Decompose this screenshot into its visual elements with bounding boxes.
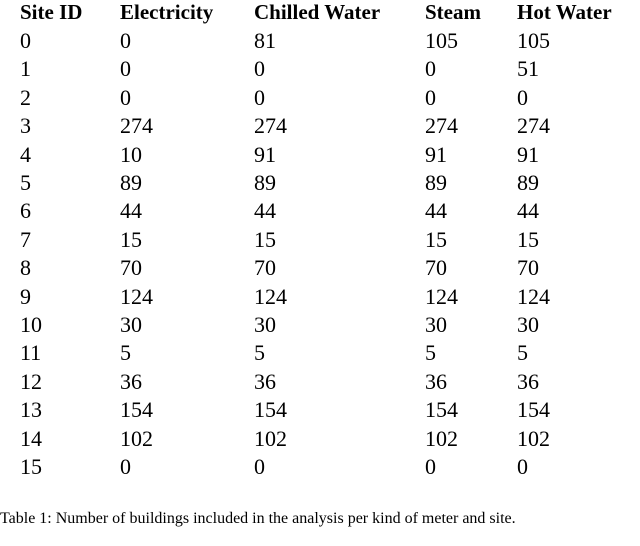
table-cell: 274	[517, 113, 550, 139]
table-cell: 105	[425, 28, 458, 53]
table-cell: 7	[20, 226, 31, 252]
table-caption: Table 1: Number of buildings included in…	[0, 510, 516, 527]
table-cell: 3	[20, 113, 31, 139]
table-cell: 36	[425, 368, 447, 394]
table-cell: 154	[120, 397, 153, 423]
table-cell: 5	[425, 340, 436, 366]
table-cell: 15	[517, 226, 539, 252]
table-cell: 10	[20, 312, 42, 337]
table-cell: 91	[425, 141, 447, 167]
table-cell: 91	[517, 141, 539, 167]
table-cell: 0	[120, 56, 131, 82]
table-cell: 9	[20, 283, 31, 309]
table-cell: 0	[425, 56, 436, 82]
table-cell: 30	[120, 312, 142, 337]
table-cell: 36	[120, 368, 142, 394]
table-cell: 30	[254, 312, 276, 337]
table-cell: 14	[20, 425, 42, 451]
table-cell: 70	[517, 255, 539, 281]
header-cell: Electricity	[120, 0, 214, 24]
table-cell: 124	[517, 283, 550, 309]
table-cell: 154	[254, 397, 287, 423]
table-cell: 102	[517, 425, 550, 451]
table-cell: 89	[425, 170, 447, 195]
table-cell: 70	[425, 255, 447, 281]
table-cell: 154	[425, 397, 458, 423]
table-cell: 1	[20, 56, 31, 82]
table-cell: 70	[254, 255, 276, 281]
table-cell: 0	[20, 28, 31, 53]
table-cell: 0	[254, 56, 265, 82]
table-cell: 44	[120, 198, 142, 224]
table-cell: 2	[20, 84, 31, 110]
table-cell: 0	[425, 84, 436, 110]
table-cell: 44	[254, 198, 276, 224]
table-cell: 0	[517, 84, 528, 110]
table-cell: 102	[120, 425, 153, 451]
table-cell: 0	[254, 84, 265, 110]
table-cell: 4	[20, 141, 31, 167]
table-cell: 124	[425, 283, 458, 309]
header-cell: Chilled Water	[254, 0, 381, 24]
header-cell: Hot Water	[517, 0, 612, 24]
table-cell: 124	[254, 283, 287, 309]
table-cell: 8	[20, 255, 31, 281]
table-cell: 30	[517, 312, 539, 337]
table-cell: 13	[20, 397, 42, 423]
table-cell: 0	[254, 454, 265, 479]
table-cell: 105	[517, 28, 550, 53]
table-cell: 274	[120, 113, 153, 139]
table-cell: 91	[254, 141, 276, 167]
table-cell: 154	[517, 397, 550, 423]
table-cell: 15	[425, 226, 447, 252]
table-cell: 51	[517, 56, 539, 82]
table-cell: 81	[254, 28, 276, 53]
table-cell: 274	[254, 113, 287, 139]
table-cell: 5	[517, 340, 528, 366]
table-cell: 102	[425, 425, 458, 451]
table-cell: 0	[120, 28, 131, 53]
table-cell: 89	[120, 170, 142, 195]
table-cell: 11	[20, 340, 42, 366]
table-cell: 0	[425, 454, 436, 479]
table-cell: 12	[20, 368, 42, 394]
table-cell: 5	[20, 170, 31, 195]
table-cell: 0	[120, 454, 131, 479]
table-cell: 5	[254, 340, 265, 366]
table-cell: 89	[517, 170, 539, 195]
table-cell: 15	[254, 226, 276, 252]
header-cell: Site ID	[20, 0, 83, 24]
table-cell: 5	[120, 340, 131, 366]
table-cell: 36	[254, 368, 276, 394]
table-cell: 36	[517, 368, 539, 394]
table-cell: 15	[20, 454, 42, 479]
table-cell: 0	[517, 454, 528, 479]
table-cell: 30	[425, 312, 447, 337]
table-cell: 89	[254, 170, 276, 195]
table-cell: 6	[20, 198, 31, 224]
table-cell: 44	[425, 198, 447, 224]
table-cell: 70	[120, 255, 142, 281]
header-cell: Steam	[425, 0, 481, 24]
table-cell: 10	[120, 141, 142, 167]
table-cell: 44	[517, 198, 539, 224]
table-cell: 124	[120, 283, 153, 309]
table-cell: 274	[425, 113, 458, 139]
table-cell: 15	[120, 226, 142, 252]
table-cell: 0	[120, 84, 131, 110]
table-cell: 102	[254, 425, 287, 451]
